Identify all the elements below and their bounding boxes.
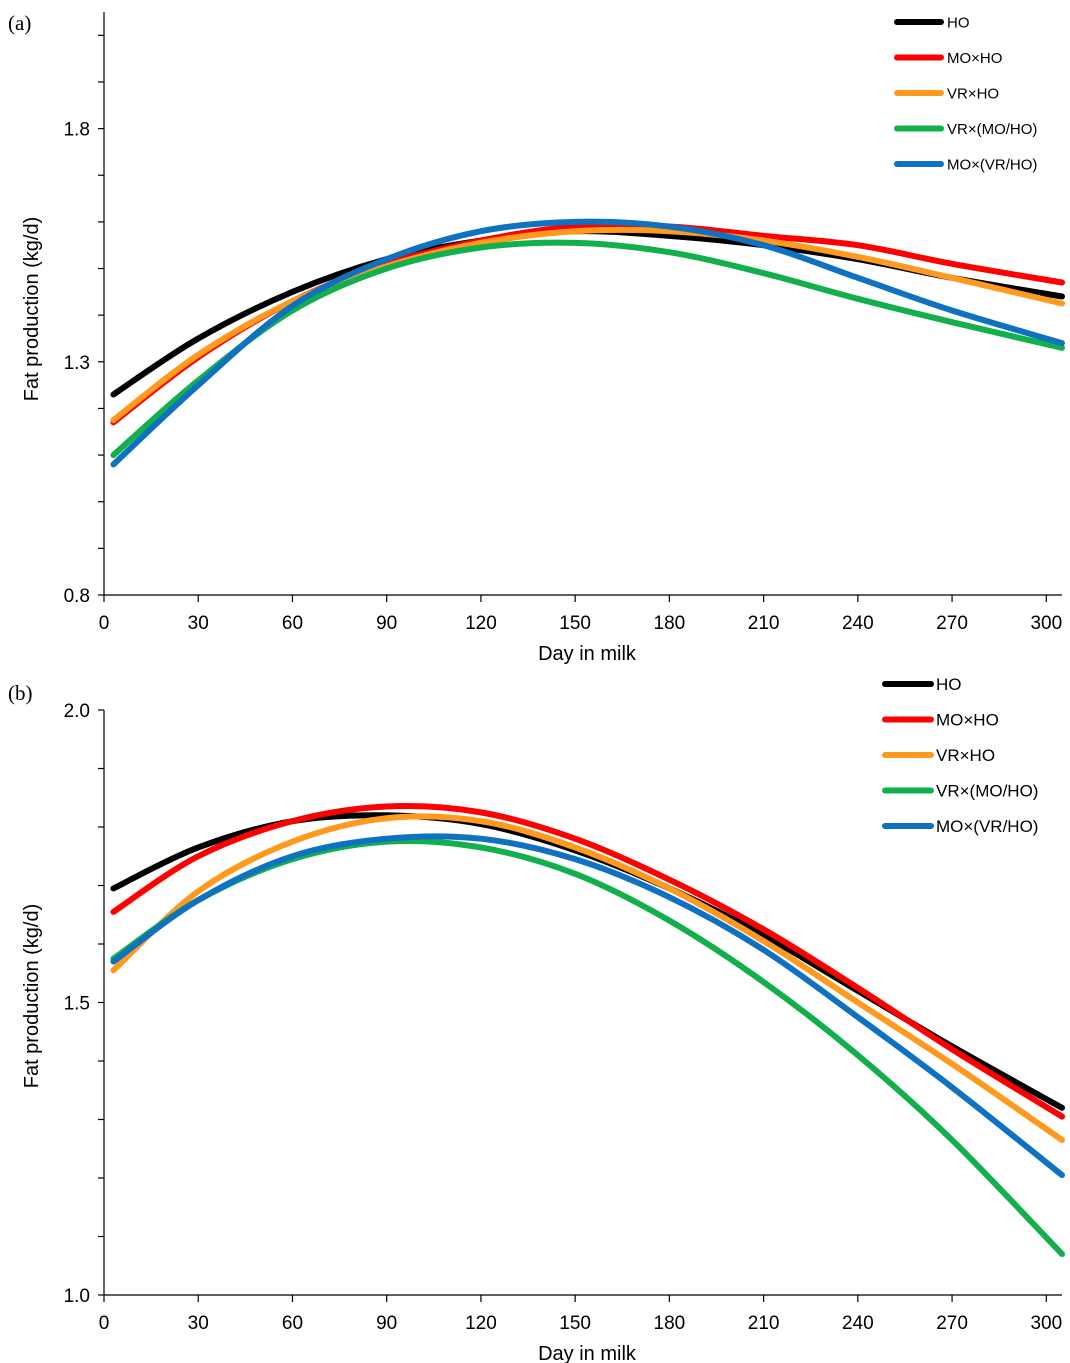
panel-b: (b) 1.0 1.5 2.0 0 30 60 90 120 150 180 210 240 270 300… [8, 675, 1065, 1363]
x-tick-label: 120 [465, 1313, 497, 1334]
panel-label: (b) [8, 681, 33, 705]
x-axis-title: Day in milk [538, 1343, 637, 1363]
legend-label-vr-x-ho: VR×HO [947, 85, 999, 102]
x-tick-label: 0 [99, 613, 110, 634]
y-tick-label: 0.8 [64, 586, 90, 607]
x-tick-label: 180 [654, 1313, 686, 1334]
x-tick-label: 120 [465, 613, 497, 634]
series-line-vr-x-ho [110, 813, 1065, 1143]
y-tick-label: 1.5 [64, 994, 90, 1015]
x-tick-label: 30 [188, 613, 209, 634]
legend-label-mo-x-ho: MO×HO [936, 711, 999, 730]
legend-label-vr-x-mo-ho: VR×(MO/HO) [936, 782, 1038, 801]
series-line-vr-x-mo-ho [110, 837, 1065, 1258]
x-tick-label: 270 [936, 1313, 968, 1334]
x-tick-label: 90 [376, 1313, 397, 1334]
series-line-vr-x-ho [110, 226, 1065, 424]
panel-a: (a) 0.8 1.3 1.8 0 30 60 90 120 150 180 210 240 270 300… [8, 11, 1065, 665]
y-tick-label: 1.0 [64, 1286, 90, 1307]
x-tick-label: 240 [842, 1313, 874, 1334]
legend: HO MO×HO VR×HO VR×(MO/HO) MO×(VR/HO) [894, 14, 1037, 173]
legend-label-mo-x-vr-ho: MO×(VR/HO) [936, 817, 1038, 836]
series-line-mo-x-ho [110, 222, 1065, 426]
x-tick-label: 30 [188, 1313, 209, 1334]
x-tick-label: 60 [282, 613, 303, 634]
x-tick-label: 300 [1030, 1313, 1062, 1334]
legend-label-mo-x-vr-ho: MO×(VR/HO) [947, 156, 1037, 173]
y-tick-label: 1.3 [64, 353, 90, 374]
legend-label-vr-x-ho: VR×HO [936, 746, 995, 765]
x-tick-label: 90 [376, 613, 397, 634]
series-line-mo-x-vr-ho [110, 218, 1065, 468]
legend-label-mo-x-ho: MO×HO [947, 50, 1002, 67]
series-line-mo-x-vr-ho [110, 833, 1065, 1179]
x-axis-title: Day in milk [538, 643, 637, 665]
y-axis-title: Fat production (kg/d) [21, 904, 43, 1089]
y-tick-label: 1.8 [64, 120, 90, 141]
x-tick-label: 270 [936, 613, 968, 634]
x-tick-label: 150 [559, 613, 591, 634]
x-tick-label: 150 [559, 1313, 591, 1334]
x-tick-label: 0 [99, 1313, 110, 1334]
x-tick-label: 300 [1030, 613, 1062, 634]
y-axis-title: Fat production (kg/d) [21, 217, 43, 402]
y-tick-label: 2.0 [64, 701, 90, 722]
legend-label-vr-x-mo-ho: VR×(MO/HO) [947, 121, 1037, 138]
legend: HO MO×HO VR×HO VR×(MO/HO) MO×(VR/HO) [882, 675, 1038, 836]
legend-label-ho: HO [936, 675, 962, 694]
x-tick-label: 210 [748, 613, 780, 634]
x-tick-label: 210 [748, 1313, 780, 1334]
x-tick-label: 60 [282, 1313, 303, 1334]
series-line-mo-x-ho [110, 803, 1065, 1120]
legend-label-ho: HO [947, 14, 970, 31]
panel-label: (a) [8, 11, 31, 35]
x-tick-label: 180 [654, 613, 686, 634]
x-tick-label: 240 [842, 613, 874, 634]
